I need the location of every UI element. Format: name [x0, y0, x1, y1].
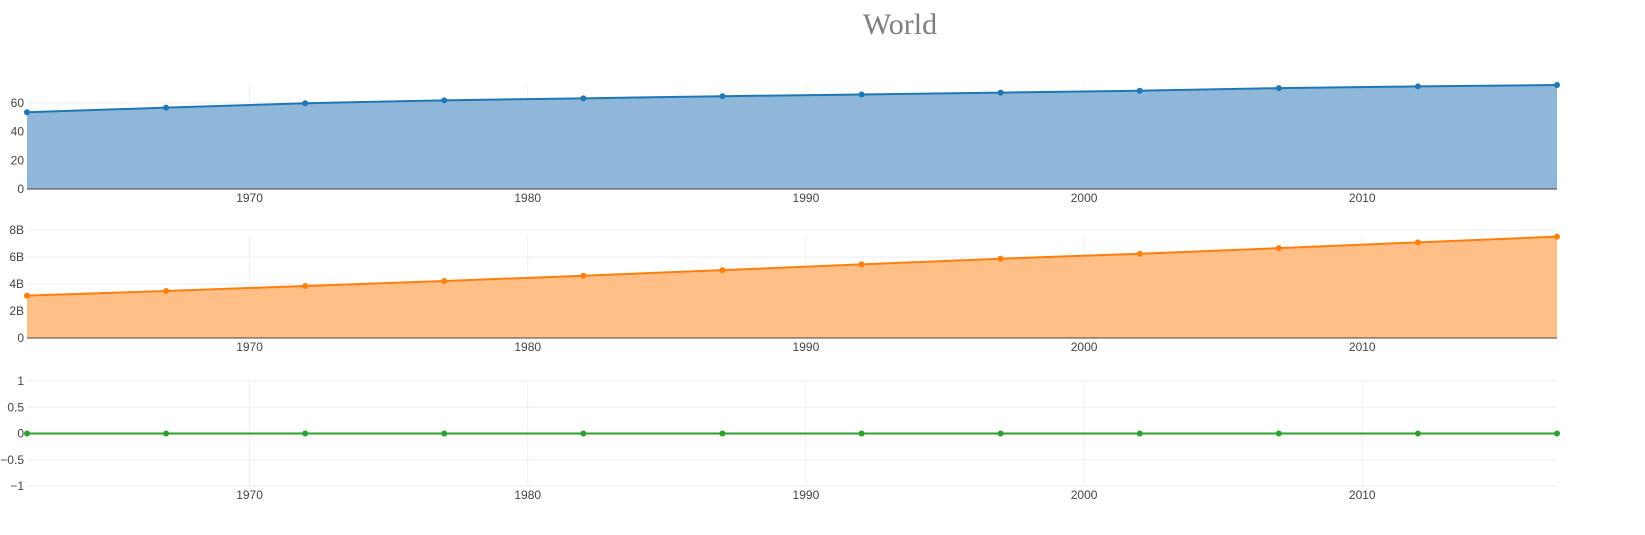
data-point	[441, 97, 448, 104]
data-point	[302, 100, 309, 107]
chart-title: World	[862, 8, 938, 41]
y-tick-label: 8B	[9, 223, 24, 237]
data-point	[24, 109, 30, 116]
y-tick-label: 0.5	[7, 400, 24, 414]
series-line	[26, 235, 1558, 297]
x-tick-label: 1970	[236, 191, 263, 205]
data-point	[1136, 87, 1143, 94]
data-point	[580, 272, 587, 279]
y-tick-label: −1	[10, 479, 24, 493]
y-tick-label: 0	[17, 427, 24, 441]
data-point	[1554, 233, 1560, 240]
x-tick-label: 1980	[514, 488, 541, 502]
data-point	[580, 95, 587, 102]
data-point	[1554, 430, 1560, 437]
data-point	[719, 93, 726, 100]
data-point	[1275, 245, 1282, 252]
data-point	[1275, 430, 1282, 437]
x-tick-label: 1980	[514, 191, 541, 205]
data-point	[719, 267, 726, 274]
y-tick-label: 40	[11, 125, 25, 139]
data-point	[1136, 430, 1143, 437]
data-point	[24, 292, 30, 299]
data-point	[858, 91, 865, 98]
data-point	[441, 430, 448, 437]
y-tick-label: −0.5	[0, 453, 24, 467]
y-tick-label: 6B	[9, 250, 24, 264]
data-point	[1136, 250, 1143, 257]
data-point	[302, 430, 309, 437]
area-fill	[27, 85, 1557, 189]
x-tick-label: 2000	[1071, 488, 1098, 502]
data-point	[1414, 83, 1421, 90]
data-point	[1414, 430, 1421, 437]
x-tick-label: 2010	[1349, 191, 1376, 205]
data-point	[997, 430, 1004, 437]
subplot-3: −1 −0.5 0 0.5 1 1970 1980 1990 2000 2010	[0, 374, 1560, 502]
y-tick-label: 0	[17, 331, 24, 345]
y-tick-label: 4B	[9, 277, 24, 291]
x-tick-label: 1970	[236, 340, 263, 354]
data-point	[719, 430, 726, 437]
data-point	[997, 255, 1004, 262]
subplot-1: 0 20 40 60 1970 1980 1990 2000 2010	[11, 82, 1560, 205]
y-tick-label: 60	[11, 96, 25, 110]
x-tick-label: 2000	[1071, 191, 1098, 205]
series-line	[26, 84, 1558, 114]
x-tick-label: 1970	[236, 488, 263, 502]
x-tick-label: 2000	[1071, 340, 1098, 354]
data-point	[24, 430, 30, 437]
data-point	[441, 277, 448, 284]
data-point	[163, 430, 170, 437]
y-tick-label: 2B	[9, 304, 24, 318]
data-point	[858, 261, 865, 268]
x-tick-label: 2010	[1349, 488, 1376, 502]
x-tick-label: 1990	[793, 191, 820, 205]
x-tick-label: 1980	[514, 340, 541, 354]
x-tick-label: 2010	[1349, 340, 1376, 354]
data-point	[1554, 82, 1560, 88]
data-point	[1275, 85, 1282, 92]
data-point	[163, 104, 170, 111]
data-point	[163, 287, 170, 294]
data-point	[858, 430, 865, 437]
data-point	[1414, 239, 1421, 246]
y-tick-label: 20	[11, 153, 25, 167]
y-tick-label: 0	[17, 182, 24, 196]
data-point	[302, 282, 309, 289]
data-point	[997, 89, 1004, 96]
x-tick-label: 1990	[793, 340, 820, 354]
area-fill	[27, 236, 1557, 338]
y-tick-label: 1	[17, 374, 24, 388]
x-tick-label: 1990	[793, 488, 820, 502]
subplot-2: 0 2B 4B 6B 8B 1970 1980 1990 2000 2010	[9, 223, 1560, 354]
data-point	[580, 430, 587, 437]
